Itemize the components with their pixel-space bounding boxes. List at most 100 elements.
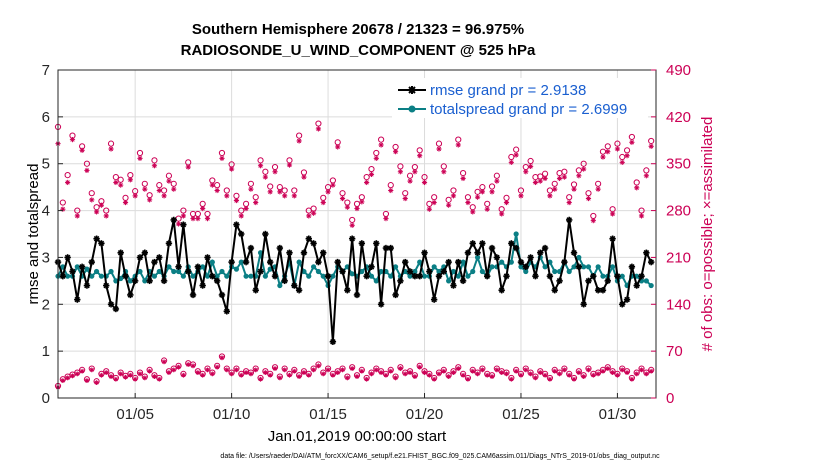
possible-count-point: [493, 172, 500, 179]
rmse-point: [170, 216, 177, 224]
assimilated-count-low-point: [610, 370, 615, 375]
possible-count-point: [450, 187, 457, 194]
assimilated-count-point: [151, 163, 158, 169]
assimilated-count-low-point: [590, 372, 596, 378]
assimilated-count-low-point: [325, 367, 331, 373]
totalspread-point: [368, 273, 375, 279]
assimilated-count-point: [161, 193, 167, 199]
rmse-point: [291, 282, 298, 289]
assimilated-count-low-point: [272, 366, 278, 371]
possible-count-point: [64, 171, 71, 179]
totalspread-point: [151, 273, 158, 279]
assimilated-count-low-point: [523, 367, 529, 373]
rmse-point: [252, 287, 259, 294]
totalspread-point: [233, 266, 240, 272]
rmse-point: [344, 287, 351, 294]
totalspread-point: [378, 268, 384, 275]
x-axis-label: Jan.01,2019 00:00:00 start: [268, 428, 447, 445]
rmse-point: [551, 287, 558, 294]
assimilated-count-low-point: [557, 371, 562, 377]
assimilated-count-point: [407, 178, 413, 184]
possible-count-point: [296, 132, 303, 139]
rmse-point: [228, 258, 235, 266]
legend-spread-label: totalspread grand pr = 2.6999: [430, 101, 627, 118]
rmse-point: [498, 287, 505, 294]
rmse-point: [377, 301, 385, 308]
assimilated-count-point: [320, 199, 326, 206]
assimilated-count-point: [609, 211, 616, 217]
rmse-point: [141, 249, 149, 256]
assimilated-count-low-point: [547, 376, 553, 382]
possible-count-point: [648, 137, 655, 145]
rmse-point: [160, 277, 168, 285]
assimilated-count-low-point: [238, 372, 244, 378]
possible-count-point: [349, 216, 356, 224]
possible-count-point: [517, 187, 525, 194]
totalspread-point: [373, 278, 379, 284]
assimilated-count-low-point: [639, 367, 644, 373]
assimilated-count-low-point: [84, 378, 90, 383]
assimilated-count-point: [330, 182, 336, 188]
rmse-point: [329, 338, 337, 345]
assimilated-count-point: [335, 144, 341, 150]
totalspread-point: [74, 264, 80, 270]
assimilated-count-point: [436, 146, 442, 152]
rmse-point: [136, 254, 144, 261]
assimilated-count-low-point: [402, 371, 408, 377]
rmse-point: [599, 287, 607, 294]
assimilated-count-low-point: [79, 368, 85, 374]
rmse-point: [421, 249, 428, 256]
assimilated-count-point: [479, 189, 485, 195]
possible-count-point: [151, 157, 158, 164]
possible-count-point: [566, 194, 573, 201]
rmse-point: [146, 277, 153, 285]
totalspread-point: [315, 268, 322, 275]
rmse-point: [103, 282, 110, 289]
possible-count-point: [252, 194, 259, 201]
rmse-point: [575, 263, 583, 270]
assimilated-count-low-point: [431, 376, 437, 382]
assimilated-count-point: [243, 205, 249, 212]
assimilated-count-point: [79, 147, 85, 153]
totalspread-point: [465, 273, 471, 279]
assimilated-count-low-point: [417, 364, 423, 370]
assimilated-count-low-point: [89, 367, 95, 373]
rmse-point: [604, 277, 611, 285]
assimilated-count-low-point: [470, 368, 476, 374]
assimilated-count-point: [310, 210, 317, 216]
assimilated-count-point: [325, 189, 331, 195]
rmse-point: [426, 268, 433, 275]
assimilated-count-low-point: [267, 372, 273, 378]
y2-tick-label: 0: [666, 390, 674, 407]
assimilated-count-point: [315, 126, 322, 132]
rmse-point: [522, 263, 529, 270]
possible-count-point: [378, 136, 385, 143]
rmse-point: [165, 240, 173, 247]
rmse-point: [334, 258, 341, 266]
rmse-point: [64, 254, 71, 261]
rmse-point: [402, 258, 409, 266]
rmse-point: [590, 272, 597, 280]
y2-tick-label: 210: [666, 249, 691, 266]
assimilated-count-low-point: [190, 363, 196, 369]
assimilated-count-low-point: [282, 367, 288, 373]
assimilated-count-low-point: [123, 374, 128, 380]
y-axis-label: rmse and totalspread: [25, 164, 42, 305]
totalspread-point: [248, 273, 254, 279]
rmse-point: [358, 240, 366, 247]
y2-tick-label: 70: [666, 343, 683, 360]
totalspread-point: [175, 268, 182, 275]
rmse-point: [88, 258, 95, 266]
rmse-point: [74, 296, 81, 303]
assimilated-count-low-point: [446, 374, 452, 379]
possible-count-point: [363, 174, 370, 181]
assimilated-count-point: [354, 205, 360, 212]
assimilated-count-low-point: [595, 371, 601, 377]
assimilated-count-low-point: [615, 372, 620, 378]
assimilated-count-low-point: [364, 376, 370, 382]
right-y-axis: 0 70 140 210 280 350 420 490: [651, 62, 691, 407]
rmse-point: [561, 258, 568, 266]
assimilated-count-low-point: [494, 367, 500, 373]
assimilated-count-point: [431, 199, 437, 206]
assimilated-count-low-point: [484, 372, 490, 378]
